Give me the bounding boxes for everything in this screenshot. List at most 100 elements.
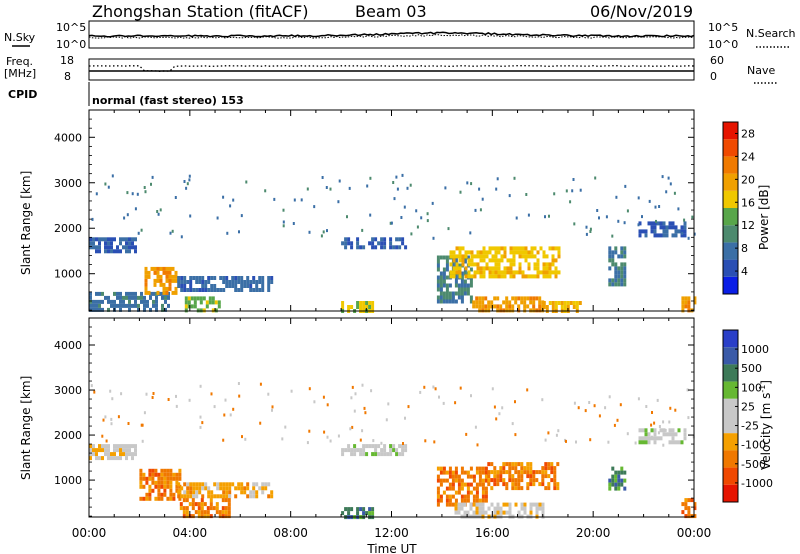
data-cell	[198, 276, 202, 280]
data-cell	[93, 390, 96, 394]
data-cell	[463, 498, 467, 503]
data-cell	[374, 245, 378, 250]
data-cell	[368, 305, 372, 309]
data-cell	[488, 270, 492, 275]
nsky-trace	[88, 31, 695, 38]
data-cell	[104, 452, 107, 457]
data-cell	[252, 288, 256, 292]
data-cell	[325, 186, 328, 189]
data-cell	[469, 279, 473, 284]
data-cell	[573, 401, 576, 405]
data-cell	[529, 482, 533, 487]
data-cell	[416, 225, 419, 229]
data-cell	[215, 506, 219, 511]
data-cell	[541, 506, 545, 511]
data-cell	[362, 448, 366, 453]
data-cell	[459, 190, 462, 194]
data-cell	[210, 392, 213, 396]
data-cell	[464, 254, 468, 259]
data-cell	[653, 432, 657, 437]
data-cell	[362, 511, 366, 516]
data-cell	[472, 300, 476, 305]
data-cell	[137, 307, 140, 312]
data-cell	[350, 507, 354, 512]
data-cell	[454, 478, 458, 483]
data-cell	[356, 305, 360, 309]
data-cell	[273, 197, 276, 201]
data-cell	[380, 448, 384, 453]
data-cell	[687, 304, 691, 309]
data-cell	[497, 246, 501, 251]
data-cell	[526, 470, 530, 475]
data-cell	[686, 388, 689, 392]
data-cell	[116, 444, 119, 449]
data-cell	[463, 470, 467, 475]
data-cell	[128, 452, 131, 457]
data-cell	[128, 241, 131, 246]
data-cell	[684, 300, 688, 305]
data-cell	[166, 480, 170, 485]
colorbar-tick-label: -25	[741, 420, 759, 433]
data-cell	[119, 295, 122, 300]
data-cell	[392, 448, 396, 453]
data-cell	[503, 254, 507, 259]
data-cell	[475, 296, 479, 301]
data-cell	[457, 482, 461, 487]
x-tick-label: 20:00	[576, 526, 611, 540]
data-cell	[362, 305, 366, 309]
data-cell	[189, 280, 193, 284]
data-cell	[264, 486, 268, 491]
data-cell	[449, 270, 453, 275]
data-cell	[464, 266, 468, 271]
data-cell	[442, 490, 446, 495]
data-cell	[490, 478, 494, 483]
data-cell	[178, 468, 182, 473]
data-cell	[641, 215, 643, 219]
data-cell	[460, 295, 464, 300]
data-cell	[463, 259, 467, 264]
time-axis: 00:00 04:00 08:00 12:00 16:00 20:00 00:00	[72, 526, 712, 540]
data-cell	[261, 486, 265, 491]
data-cell	[145, 496, 149, 501]
data-cell	[197, 514, 201, 519]
data-cell	[215, 502, 219, 507]
data-cell	[162, 282, 166, 287]
data-cell	[168, 270, 172, 275]
data-cell	[511, 466, 515, 471]
data-cell	[614, 274, 618, 279]
data-cell	[95, 452, 98, 457]
data-cell	[442, 478, 446, 483]
data-cell	[693, 506, 697, 511]
data-cell	[159, 278, 163, 283]
data-cell	[210, 284, 214, 288]
data-cell	[215, 510, 219, 515]
data-cell	[383, 237, 387, 242]
data-cell	[478, 478, 482, 483]
data-cell	[150, 182, 152, 186]
data-cell	[665, 190, 668, 194]
data-cell	[656, 398, 659, 402]
data-cell	[363, 406, 366, 410]
data-cell	[380, 452, 384, 457]
data-cell	[240, 288, 244, 292]
data-cell	[183, 494, 187, 499]
data-cell	[668, 428, 672, 433]
data-cell	[473, 262, 477, 267]
data-cell	[92, 444, 95, 449]
data-cell	[457, 490, 461, 495]
data-cell	[524, 274, 528, 279]
data-cell	[198, 280, 202, 284]
x-tick-label: 12:00	[374, 526, 409, 540]
data-cell	[107, 185, 110, 189]
data-cell	[617, 470, 621, 475]
data-cell	[139, 472, 143, 477]
data-cell	[551, 301, 555, 305]
data-cell	[575, 301, 579, 305]
data-cell	[538, 300, 542, 305]
data-cell	[143, 295, 146, 300]
data-cell	[347, 511, 351, 516]
data-cell	[565, 189, 568, 193]
data-cell	[644, 436, 648, 441]
data-cell	[292, 222, 295, 225]
data-cell	[371, 245, 375, 250]
